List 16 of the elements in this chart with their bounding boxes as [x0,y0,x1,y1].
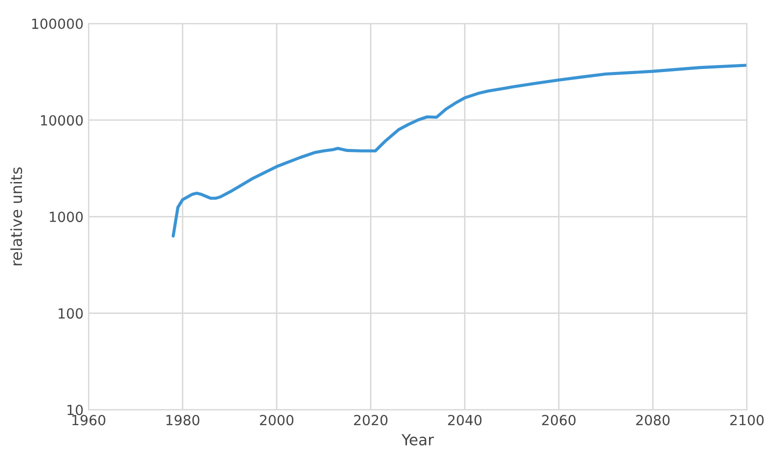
x-tick-label: 2020 [354,414,388,426]
y-tick-label: 10000 [41,115,83,126]
x-tick-label: 1980 [166,414,200,426]
x-tick-label: 2100 [730,414,764,426]
y-axis-title: relative units [10,167,22,266]
x-tick-label: 2040 [448,414,482,426]
x-axis-title: Year [402,434,434,446]
x-tick-label: 1960 [72,414,106,426]
y-tick-label: 10 [68,404,83,416]
y-tick-label: 100 [58,308,83,319]
x-tick-label: 2080 [636,414,670,426]
x-tick-label: 2000 [260,414,294,426]
y-tick-label: 100000 [32,18,83,30]
y-tick-label: 1000 [50,212,83,222]
line-series [172,64,747,238]
x-tick-label: 2060 [542,414,576,426]
